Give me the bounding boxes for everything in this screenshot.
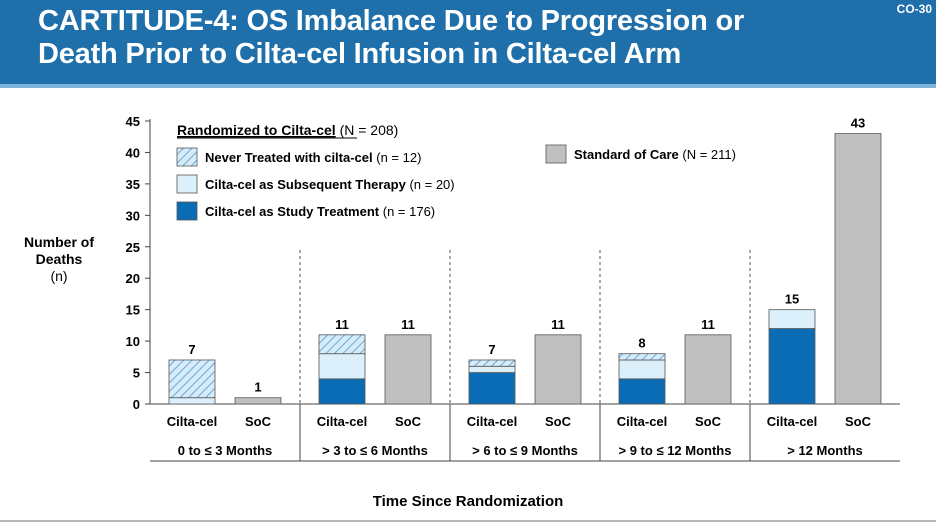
x-tick-label-cilta: Cilta-cel: [317, 414, 368, 429]
bar-cilta-subsequent-therapy: [468, 365, 516, 373]
legend-item-n: (n = 12): [373, 150, 422, 165]
y-tick-label: 45: [126, 114, 140, 129]
x-tick-label-soc: SoC: [395, 414, 422, 429]
x-tick-label-cilta: Cilta-cel: [167, 414, 218, 429]
legend-header: Randomized to Cilta-cel (N = 208): [177, 122, 398, 138]
y-tick-label: 40: [126, 145, 140, 160]
y-axis-label-text: Number of Deaths: [24, 234, 94, 267]
x-tick-label-soc: SoC: [245, 414, 272, 429]
bar-cilta-study-treatment: [618, 378, 666, 405]
legend-item-label: Never Treated with cilta-cel: [205, 150, 373, 165]
legend-item-n: (n = 20): [406, 177, 455, 192]
bar-cilta-never-treated: [168, 359, 216, 399]
legend-item-label: Cilta-cel as Study Treatment: [205, 204, 380, 219]
legend-swatch-never: [176, 147, 198, 167]
legend-item-never: Never Treated with cilta-cel (n = 12): [205, 150, 421, 165]
legend-item-n: (N = 211): [679, 147, 736, 162]
x-tick-label-soc: SoC: [695, 414, 722, 429]
bar-soc: [234, 397, 282, 405]
bar-total-label-cilta: 7: [488, 342, 495, 357]
bar-total-label-cilta: 7: [188, 342, 195, 357]
group-label: 0 to ≤ 3 Months: [178, 443, 273, 458]
y-tick-label: 35: [126, 177, 140, 192]
bar-total-label-cilta: 11: [335, 317, 349, 332]
group-label: > 9 to ≤ 12 Months: [619, 443, 732, 458]
bar-cilta-never-treated: [618, 353, 666, 361]
y-tick-label: 0: [133, 397, 140, 412]
legend-swatch-study: [176, 201, 198, 221]
bar-soc: [684, 334, 732, 405]
y-tick-label: 5: [133, 366, 140, 381]
y-tick-label: 25: [126, 240, 140, 255]
bar-cilta-never-treated: [468, 359, 516, 367]
bar-total-label-cilta: 8: [638, 336, 645, 351]
y-tick-label: 30: [126, 208, 140, 223]
group-label: > 12 Months: [787, 443, 863, 458]
x-tick-label-soc: SoC: [845, 414, 872, 429]
bar-cilta-study-treatment: [318, 378, 366, 405]
legend-item-subsequent: Cilta-cel as Subsequent Therapy (n = 20): [205, 177, 455, 192]
bar-cilta-subsequent-therapy: [168, 397, 216, 405]
bar-cilta-subsequent-therapy: [318, 353, 366, 380]
group-label: > 6 to ≤ 9 Months: [472, 443, 578, 458]
bar-soc: [534, 334, 582, 405]
y-axis-label-unit: (n): [50, 268, 68, 284]
y-tick-label: 15: [126, 303, 140, 318]
bar-total-label-soc: 43: [851, 116, 865, 131]
slide-title-line2: Death Prior to Cilta-cel Infusion in Cil…: [38, 38, 682, 70]
x-tick-label-cilta: Cilta-cel: [617, 414, 668, 429]
x-tick-label-cilta: Cilta-cel: [767, 414, 818, 429]
legend-swatch-soc: [545, 144, 567, 164]
bar-total-label-soc: 11: [401, 317, 415, 332]
y-tick-label: 10: [126, 334, 140, 349]
slide-title-line1: CARTITUDE-4: OS Imbalance Due to Progres…: [38, 5, 745, 37]
title-banner: [0, 0, 936, 84]
banner-stripe: [0, 84, 936, 88]
bar-cilta-subsequent-therapy: [618, 359, 666, 380]
bar-total-label-cilta: 15: [785, 292, 799, 307]
bar-total-label-soc: 11: [701, 317, 715, 332]
legend-item-label: Standard of Care: [574, 147, 679, 162]
bar-total-label-soc: 1: [254, 380, 261, 395]
legend-header-n: (N = 208): [336, 122, 399, 138]
bar-total-label-soc: 11: [551, 317, 565, 332]
y-axis-label: Number of Deaths (n): [12, 234, 106, 285]
x-tick-label-soc: SoC: [545, 414, 572, 429]
slide-id: CO-30: [896, 2, 932, 16]
legend-header-title: Randomized to Cilta-cel: [177, 122, 336, 138]
x-axis-label: Time Since Randomization: [372, 493, 564, 510]
bar-cilta-study-treatment: [468, 372, 516, 405]
bar-soc: [384, 334, 432, 405]
legend-item-soc: Standard of Care (N = 211): [574, 147, 736, 162]
group-label: > 3 to ≤ 6 Months: [322, 443, 428, 458]
legend-item-n: (n = 176): [379, 204, 435, 219]
x-tick-label-cilta: Cilta-cel: [467, 414, 518, 429]
legend-swatch-subsequent: [176, 174, 198, 194]
bar-soc: [834, 133, 882, 405]
bar-cilta-study-treatment: [768, 328, 816, 405]
bar-cilta-subsequent-therapy: [768, 309, 816, 329]
y-tick-label: 20: [126, 271, 140, 286]
bar-cilta-never-treated: [318, 334, 366, 355]
legend-item-label: Cilta-cel as Subsequent Therapy: [205, 177, 407, 192]
slide-title: CARTITUDE-4: OS Imbalance Due to Progres…: [38, 5, 744, 71]
legend-item-study: Cilta-cel as Study Treatment (n = 176): [205, 204, 435, 219]
bottom-rule: [0, 520, 936, 522]
